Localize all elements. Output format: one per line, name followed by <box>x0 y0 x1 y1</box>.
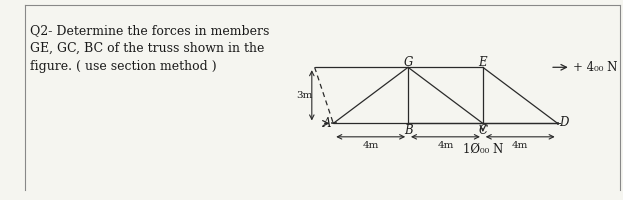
Text: G: G <box>403 56 413 69</box>
Text: A: A <box>323 117 331 130</box>
Text: 1Ø₀₀ N: 1Ø₀₀ N <box>463 143 503 156</box>
Text: E: E <box>478 56 487 69</box>
Text: + 4₀₀ N: + 4₀₀ N <box>573 61 618 74</box>
Text: 4m: 4m <box>437 141 454 150</box>
Text: 4m: 4m <box>512 141 528 150</box>
Text: 3m: 3m <box>296 91 313 100</box>
Text: C: C <box>478 124 487 137</box>
Text: D: D <box>559 116 569 129</box>
Text: 4m: 4m <box>363 141 379 150</box>
Text: Q2- Determine the forces in members
GE, GC, BC of the truss shown in the
figure.: Q2- Determine the forces in members GE, … <box>31 24 270 73</box>
Text: B: B <box>404 124 412 137</box>
